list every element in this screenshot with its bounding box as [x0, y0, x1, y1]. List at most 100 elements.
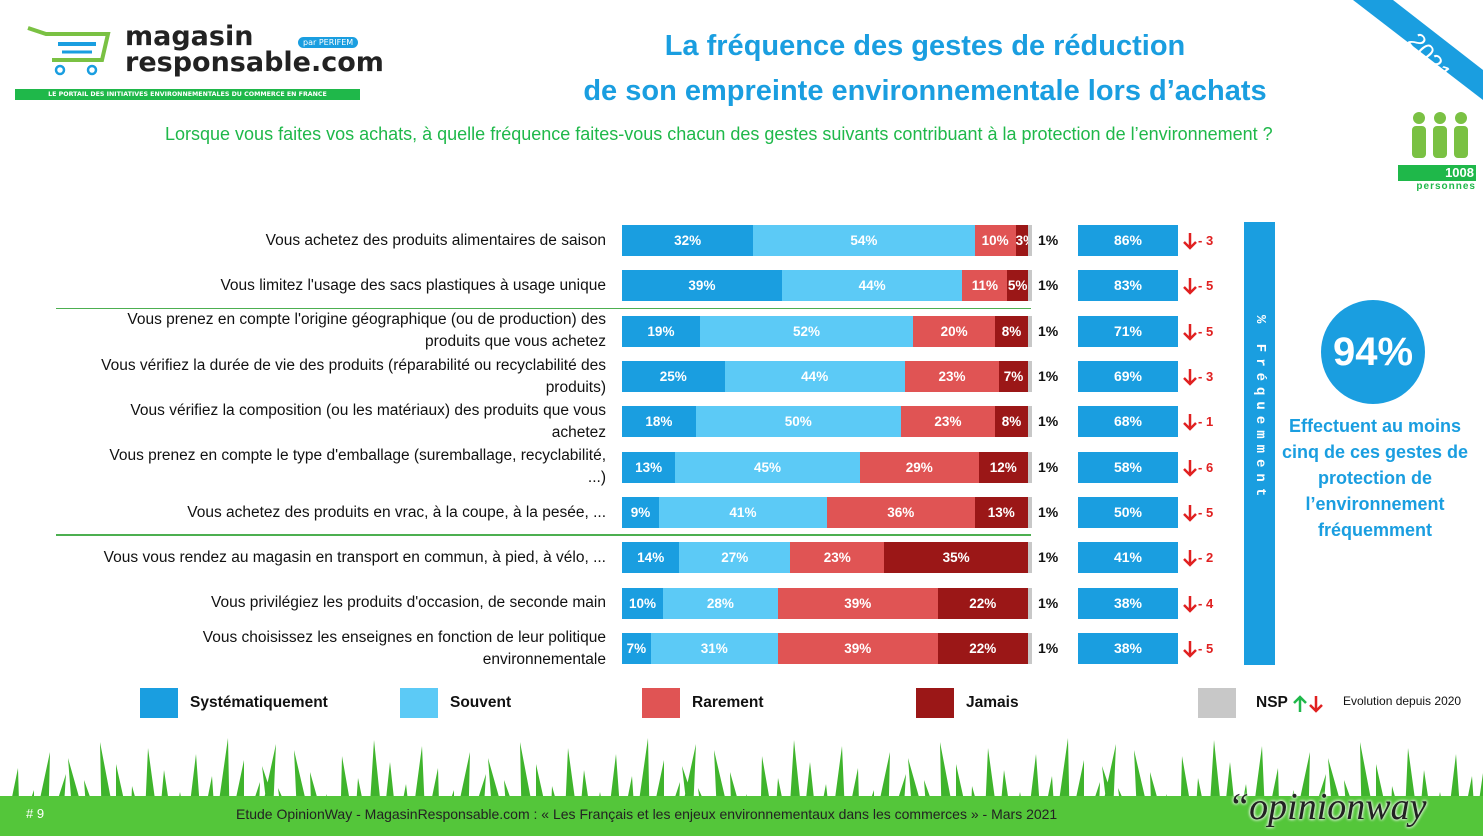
legend-label: Jamais	[966, 688, 1019, 718]
bar-segment	[1028, 633, 1032, 664]
segment-label: 7%	[622, 633, 651, 664]
evolution-arrow	[1183, 549, 1197, 567]
segment-label: 10%	[622, 588, 663, 619]
legend-swatch	[140, 688, 178, 718]
evolution-value: - 3	[1198, 361, 1213, 392]
evolution-value: - 5	[1198, 633, 1213, 664]
frequent-value: 71%	[1078, 316, 1178, 347]
segment-label: 28%	[663, 588, 778, 619]
highlight-value: 94%	[1321, 300, 1425, 404]
segment-label: 8%	[995, 406, 1028, 437]
nsp-label: 1%	[1038, 542, 1058, 573]
segment-label: 31%	[651, 633, 778, 664]
category-label: Vous vérifiez la durée de vie des produi…	[100, 355, 606, 399]
segment-label: 35%	[884, 542, 1028, 573]
evolution-value: - 5	[1198, 497, 1213, 528]
segment-label: 13%	[622, 452, 675, 483]
evolution-arrow	[1183, 640, 1197, 658]
frequent-value: 50%	[1078, 497, 1178, 528]
segment-label: 54%	[753, 225, 974, 256]
question: Lorsque vous faites vos achats, à quelle…	[165, 121, 1305, 147]
frequent-value: 38%	[1078, 633, 1178, 664]
evolution-value: - 4	[1198, 588, 1213, 619]
logo-tagline: LE PORTAIL DES INITIATIVES ENVIRONNEMENT…	[15, 89, 360, 100]
evolution-value: - 1	[1198, 406, 1213, 437]
legend-label: Souvent	[450, 688, 511, 718]
segment-label: 9%	[622, 497, 659, 528]
category-label: Vous limitez l'usage des sacs plastiques…	[100, 275, 606, 297]
segment-label: 7%	[999, 361, 1028, 392]
source: Etude OpinionWay - MagasinResponsable.co…	[236, 806, 1057, 822]
category-label: Vous prenez en compte l'origine géograph…	[100, 309, 606, 353]
bar-segment	[1028, 316, 1032, 347]
bar-segment	[1028, 270, 1032, 301]
category-label: Vous choisissez les enseignes en fonctio…	[100, 627, 606, 671]
segment-label: 12%	[979, 452, 1028, 483]
frequent-value: 68%	[1078, 406, 1178, 437]
evolution-arrow	[1183, 368, 1197, 386]
segment-label: 23%	[901, 406, 995, 437]
segment-label: 3%	[1016, 225, 1028, 256]
evolution-value: - 5	[1198, 316, 1213, 347]
segment-label: 52%	[700, 316, 913, 347]
segment-label: 41%	[659, 497, 827, 528]
frequent-value: 58%	[1078, 452, 1178, 483]
bar-segment	[1028, 542, 1032, 573]
legend-label: Systématiquement	[190, 688, 328, 718]
nsp-label: 1%	[1038, 270, 1058, 301]
category-label: Vous privilégiez les produits d'occasion…	[100, 592, 606, 614]
segment-label: 25%	[622, 361, 725, 392]
bar-segment	[1028, 361, 1032, 392]
legend-arrows	[1292, 694, 1326, 714]
segment-label: 10%	[975, 225, 1016, 256]
evolution-arrow	[1183, 323, 1197, 341]
sample-unit: personnes	[1398, 181, 1476, 192]
segment-label: 22%	[938, 633, 1028, 664]
segment-label: 29%	[860, 452, 979, 483]
segment-label: 39%	[778, 588, 938, 619]
legend-label: Rarement	[692, 688, 764, 718]
nsp-label: 1%	[1038, 452, 1058, 483]
nsp-label: 1%	[1038, 225, 1058, 256]
highlight-text: Effectuent au moins cinq de ces gestes d…	[1275, 413, 1475, 543]
nsp-label: 1%	[1038, 497, 1058, 528]
segment-label: 22%	[938, 588, 1028, 619]
evolution-value: - 5	[1198, 270, 1213, 301]
nsp-label: 1%	[1038, 316, 1058, 347]
category-label: Vous prenez en compte le type d'emballag…	[100, 445, 606, 489]
bar-segment	[1028, 497, 1032, 528]
nsp-label: 1%	[1038, 633, 1058, 664]
evolution-arrow	[1183, 232, 1197, 250]
segment-label: 39%	[622, 270, 782, 301]
frequent-value: 83%	[1078, 270, 1178, 301]
legend-swatch	[916, 688, 954, 718]
legend-evolution: Evolution depuis 2020	[1343, 694, 1461, 708]
evolution-value: - 6	[1198, 452, 1213, 483]
evolution-value: - 3	[1198, 225, 1213, 256]
legend-label: NSP	[1256, 688, 1288, 718]
segment-label: 5%	[1007, 270, 1028, 301]
evolution-arrow	[1183, 595, 1197, 613]
frequent-heading: % Fréquemment	[1244, 315, 1275, 575]
segment-label: 19%	[622, 316, 700, 347]
evolution-arrow	[1183, 459, 1197, 477]
frequent-value: 38%	[1078, 588, 1178, 619]
segment-label: 44%	[725, 361, 905, 392]
frequent-value: 41%	[1078, 542, 1178, 573]
segment-label: 27%	[679, 542, 790, 573]
chart-title: La fréquence des gestes de réduction de …	[480, 24, 1370, 114]
segment-label: 45%	[675, 452, 860, 483]
legend-swatch	[1198, 688, 1236, 718]
legend-swatch	[400, 688, 438, 718]
people-icon	[1405, 110, 1475, 168]
segment-label: 11%	[962, 270, 1007, 301]
frequent-value: 69%	[1078, 361, 1178, 392]
segment-label: 39%	[778, 633, 938, 664]
nsp-label: 1%	[1038, 588, 1058, 619]
bar-segment	[1028, 588, 1032, 619]
category-label: Vous vous rendez au magasin en transport…	[100, 547, 606, 569]
nsp-label: 1%	[1038, 361, 1058, 392]
bar-segment	[1028, 225, 1032, 256]
category-label: Vous achetez des produits alimentaires d…	[100, 230, 606, 252]
bar-segment	[1028, 452, 1032, 483]
